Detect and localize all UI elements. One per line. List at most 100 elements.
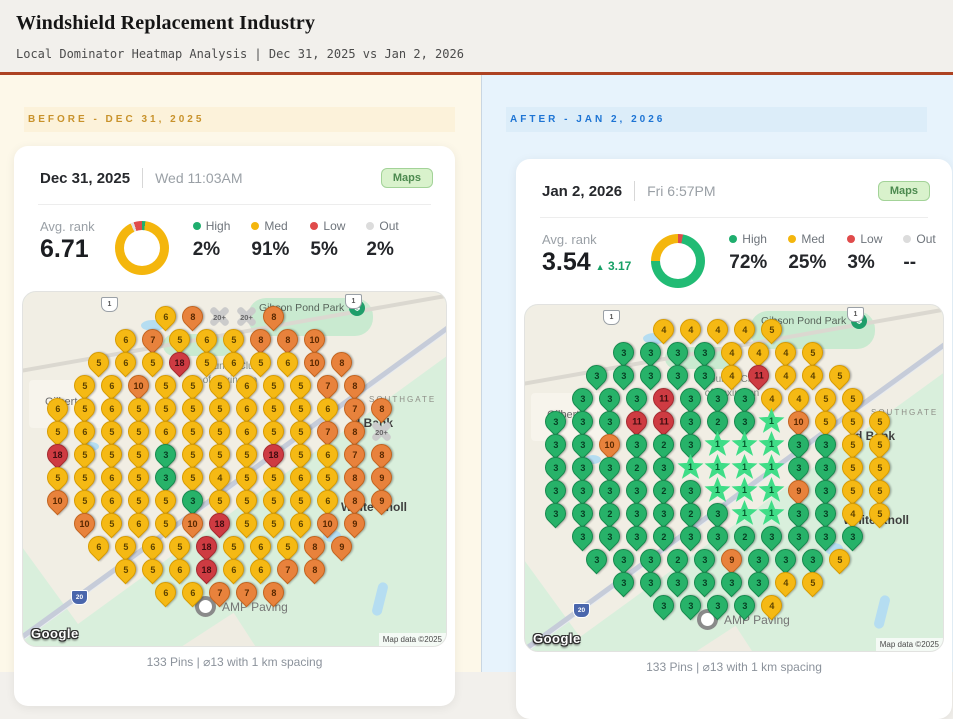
map-pin-rank-5[interactable]: 5 [231, 508, 262, 539]
map-pin-rank-8[interactable]: 8 [299, 554, 329, 585]
map-pin-rank-3[interactable]: 3 [608, 360, 638, 391]
map-pin-rank-6[interactable]: 6 [150, 416, 181, 447]
map-pin-rank-5[interactable]: 5 [177, 393, 208, 424]
map-pin-rank-4[interactable]: 4 [716, 360, 746, 391]
map-pin-rank-10[interactable]: 10 [299, 347, 329, 378]
map-pin-rank-5[interactable]: 5 [864, 452, 895, 483]
map-pin-rank-5[interactable]: 5 [218, 324, 248, 355]
map-pin-rank-5[interactable]: 5 [123, 393, 154, 424]
map-pin-rank-6[interactable]: 6 [312, 439, 343, 470]
map-pin-rank-3[interactable]: 3 [177, 485, 208, 516]
map-pin-rank-3[interactable]: 3 [702, 590, 733, 621]
map-pin-rank-5[interactable]: 5 [837, 383, 868, 414]
map-pin-rank-6[interactable]: 6 [285, 462, 316, 493]
map-pin-rank-1-star[interactable]: 1 [758, 408, 785, 433]
map-pin-rank-2[interactable]: 2 [648, 429, 679, 460]
map-pin-rank-4[interactable]: 4 [204, 462, 235, 493]
map-pin-rank-3[interactable]: 3 [567, 406, 598, 437]
map-pin-rank-5[interactable]: 5 [69, 485, 100, 516]
map-pin-out[interactable]: 20+ [369, 419, 394, 444]
map-pin-rank-1-star[interactable]: 1 [758, 431, 785, 456]
map-pin-rank-5[interactable]: 5 [797, 567, 827, 598]
map-pin-rank-6[interactable]: 6 [96, 393, 127, 424]
map-pin-rank-9[interactable]: 9 [366, 462, 397, 493]
map-pin-rank-4[interactable]: 4 [648, 314, 679, 345]
map-pin-rank-3[interactable]: 3 [648, 452, 679, 483]
map-pin-rank-5[interactable]: 5 [96, 416, 127, 447]
map-pin-rank-3[interactable]: 3 [540, 475, 571, 506]
google-logo[interactable]: Google [533, 631, 581, 646]
map-pin-rank-5[interactable]: 5 [204, 416, 235, 447]
map-pin-rank-3[interactable]: 3 [567, 383, 598, 414]
map-pin-rank-6[interactable]: 6 [245, 554, 275, 585]
map-pin-rank-7[interactable]: 7 [272, 554, 302, 585]
map-pin-rank-3[interactable]: 3 [675, 521, 706, 552]
map-pin-rank-3[interactable]: 3 [621, 475, 652, 506]
map-pin-rank-5[interactable]: 5 [204, 439, 235, 470]
map-pin-rank-5[interactable]: 5 [864, 475, 895, 506]
heatmap-before[interactable]: Gilbert Gibson Pond Park♣ SOUTHGATE d Ba… [22, 291, 447, 647]
map-pin-rank-18[interactable]: 18 [42, 439, 73, 470]
map-pin-rank-2[interactable]: 2 [594, 498, 625, 529]
map-pin-rank-7[interactable]: 7 [339, 439, 370, 470]
map-pin-rank-10[interactable]: 10 [177, 508, 208, 539]
map-pin-rank-10[interactable]: 10 [299, 324, 329, 355]
map-pin-rank-10[interactable]: 10 [69, 508, 100, 539]
map-pin-rank-5[interactable]: 5 [285, 393, 316, 424]
map-pin-rank-8[interactable]: 8 [339, 485, 370, 516]
map-pin-rank-5[interactable]: 5 [42, 416, 73, 447]
map-pin-rank-5[interactable]: 5 [285, 416, 316, 447]
map-pin-rank-3[interactable]: 3 [675, 590, 706, 621]
map-pin-rank-1-star[interactable]: 1 [731, 500, 758, 525]
map-pin-rank-4[interactable]: 4 [770, 337, 800, 368]
map-pin-rank-2[interactable]: 2 [675, 498, 706, 529]
map-pin-rank-5[interactable]: 5 [96, 439, 127, 470]
map-pin-rank-3[interactable]: 3 [621, 521, 652, 552]
map-pin-rank-10[interactable]: 10 [594, 429, 625, 460]
map-pin-rank-11[interactable]: 11 [621, 406, 652, 437]
map-pin-rank-5[interactable]: 5 [191, 347, 221, 378]
map-pin-rank-8[interactable]: 8 [272, 324, 302, 355]
map-pin-rank-1-star[interactable]: 1 [677, 454, 704, 479]
map-pin-rank-5[interactable]: 5 [312, 462, 343, 493]
map-pin-rank-4[interactable]: 4 [797, 360, 827, 391]
map-pin-rank-5[interactable]: 5 [123, 439, 154, 470]
map-pin-rank-1-star[interactable]: 1 [731, 477, 758, 502]
map-pin-rank-2[interactable]: 2 [729, 521, 760, 552]
map-pin-rank-1-star[interactable]: 1 [704, 431, 731, 456]
map-pin-rank-2[interactable]: 2 [648, 521, 679, 552]
map-pin-rank-5[interactable]: 5 [231, 462, 262, 493]
map-pin-rank-5[interactable]: 5 [864, 498, 895, 529]
map-pin-rank-3[interactable]: 3 [702, 498, 733, 529]
map-pin-rank-4[interactable]: 4 [770, 567, 800, 598]
map-pin-rank-5[interactable]: 5 [824, 360, 854, 391]
map-pin-rank-5[interactable]: 5 [150, 393, 181, 424]
map-pin-rank-11[interactable]: 11 [648, 383, 679, 414]
map-pin-rank-5[interactable]: 5 [285, 485, 316, 516]
map-pin-rank-3[interactable]: 3 [594, 452, 625, 483]
map-pin-rank-5[interactable]: 5 [177, 370, 208, 401]
map-pin-rank-5[interactable]: 5 [864, 406, 895, 437]
map-pin-rank-8[interactable]: 8 [258, 577, 289, 608]
map-pin-rank-5[interactable]: 5 [69, 462, 100, 493]
map-pin-rank-6[interactable]: 6 [218, 347, 248, 378]
map-pin-rank-6[interactable]: 6 [150, 577, 181, 608]
map-pin-rank-5[interactable]: 5 [864, 429, 895, 460]
google-logo[interactable]: Google [31, 626, 79, 641]
map-pin-rank-3[interactable]: 3 [689, 567, 719, 598]
map-pin-rank-7[interactable]: 7 [339, 393, 370, 424]
map-pin-rank-5[interactable]: 5 [810, 383, 841, 414]
map-pin-rank-5[interactable]: 5 [258, 462, 289, 493]
map-pin-rank-6[interactable]: 6 [177, 577, 208, 608]
map-pin-rank-6[interactable]: 6 [42, 393, 73, 424]
map-pin-rank-5[interactable]: 5 [96, 508, 127, 539]
map-pin-rank-18[interactable]: 18 [204, 508, 235, 539]
map-pin-rank-3[interactable]: 3 [567, 498, 598, 529]
map-pin-rank-6[interactable]: 6 [272, 347, 302, 378]
map-pin-rank-3[interactable]: 3 [810, 429, 841, 460]
map-pin-rank-5[interactable]: 5 [258, 416, 289, 447]
map-pin-rank-4[interactable]: 4 [729, 314, 760, 345]
map-pin-rank-3[interactable]: 3 [729, 383, 760, 414]
map-pin-rank-5[interactable]: 5 [231, 485, 262, 516]
map-pin-rank-5[interactable]: 5 [245, 347, 275, 378]
